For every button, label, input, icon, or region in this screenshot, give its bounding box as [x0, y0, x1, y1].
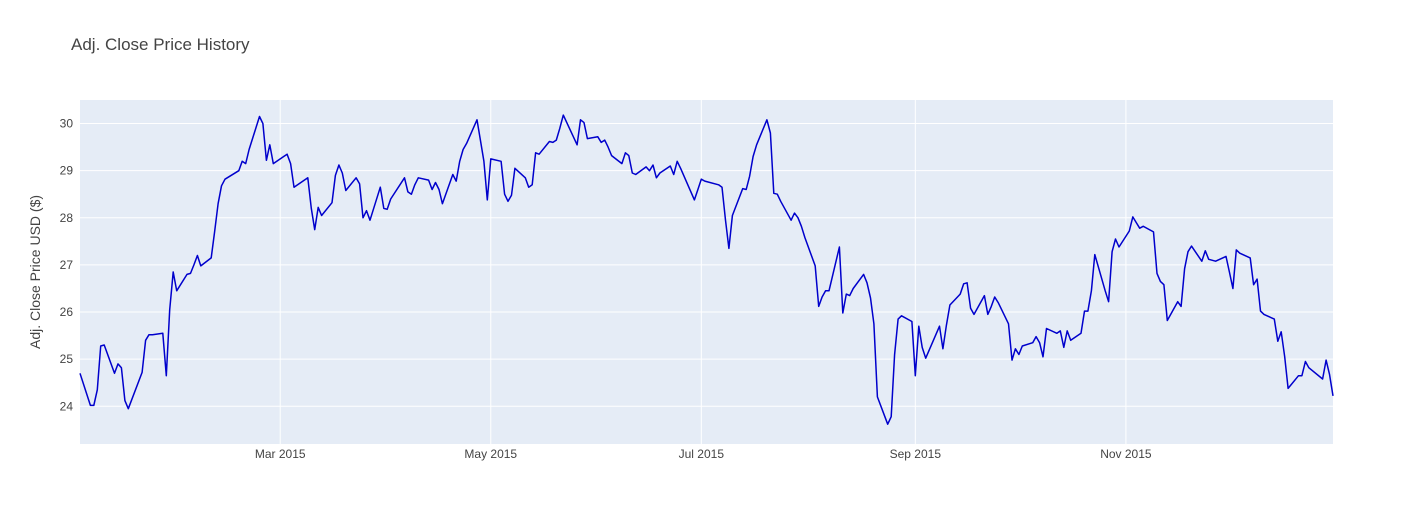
series-layer — [79, 114, 1334, 425]
x-gridlines — [279, 100, 1127, 444]
y-axis-label: Adj. Close Price USD ($) — [27, 195, 43, 349]
x-axis: Mar 2015 May 2015 Jul 2015 Sep 2015 Nov 2015 — [255, 447, 1152, 461]
y-tick-label: 29 — [60, 164, 74, 178]
y-tick-label: 27 — [60, 258, 74, 272]
y-gridlines — [80, 123, 1333, 407]
y-tick-label: 28 — [60, 211, 74, 225]
x-tick-label: May 2015 — [464, 447, 517, 461]
y-tick-label: 30 — [60, 117, 74, 131]
x-tick-label: Sep 2015 — [890, 447, 942, 461]
x-tick-label: Jul 2015 — [679, 447, 725, 461]
price-series-line — [79, 114, 1334, 425]
y-tick-label: 26 — [60, 305, 74, 319]
y-tick-label: 24 — [60, 399, 74, 413]
x-tick-label: Nov 2015 — [1100, 447, 1152, 461]
y-axis: 24 25 26 27 28 29 30 — [60, 117, 74, 414]
chart-title: Adj. Close Price History — [71, 35, 250, 54]
x-tick-label: Mar 2015 — [255, 447, 306, 461]
y-tick-label: 25 — [60, 352, 74, 366]
